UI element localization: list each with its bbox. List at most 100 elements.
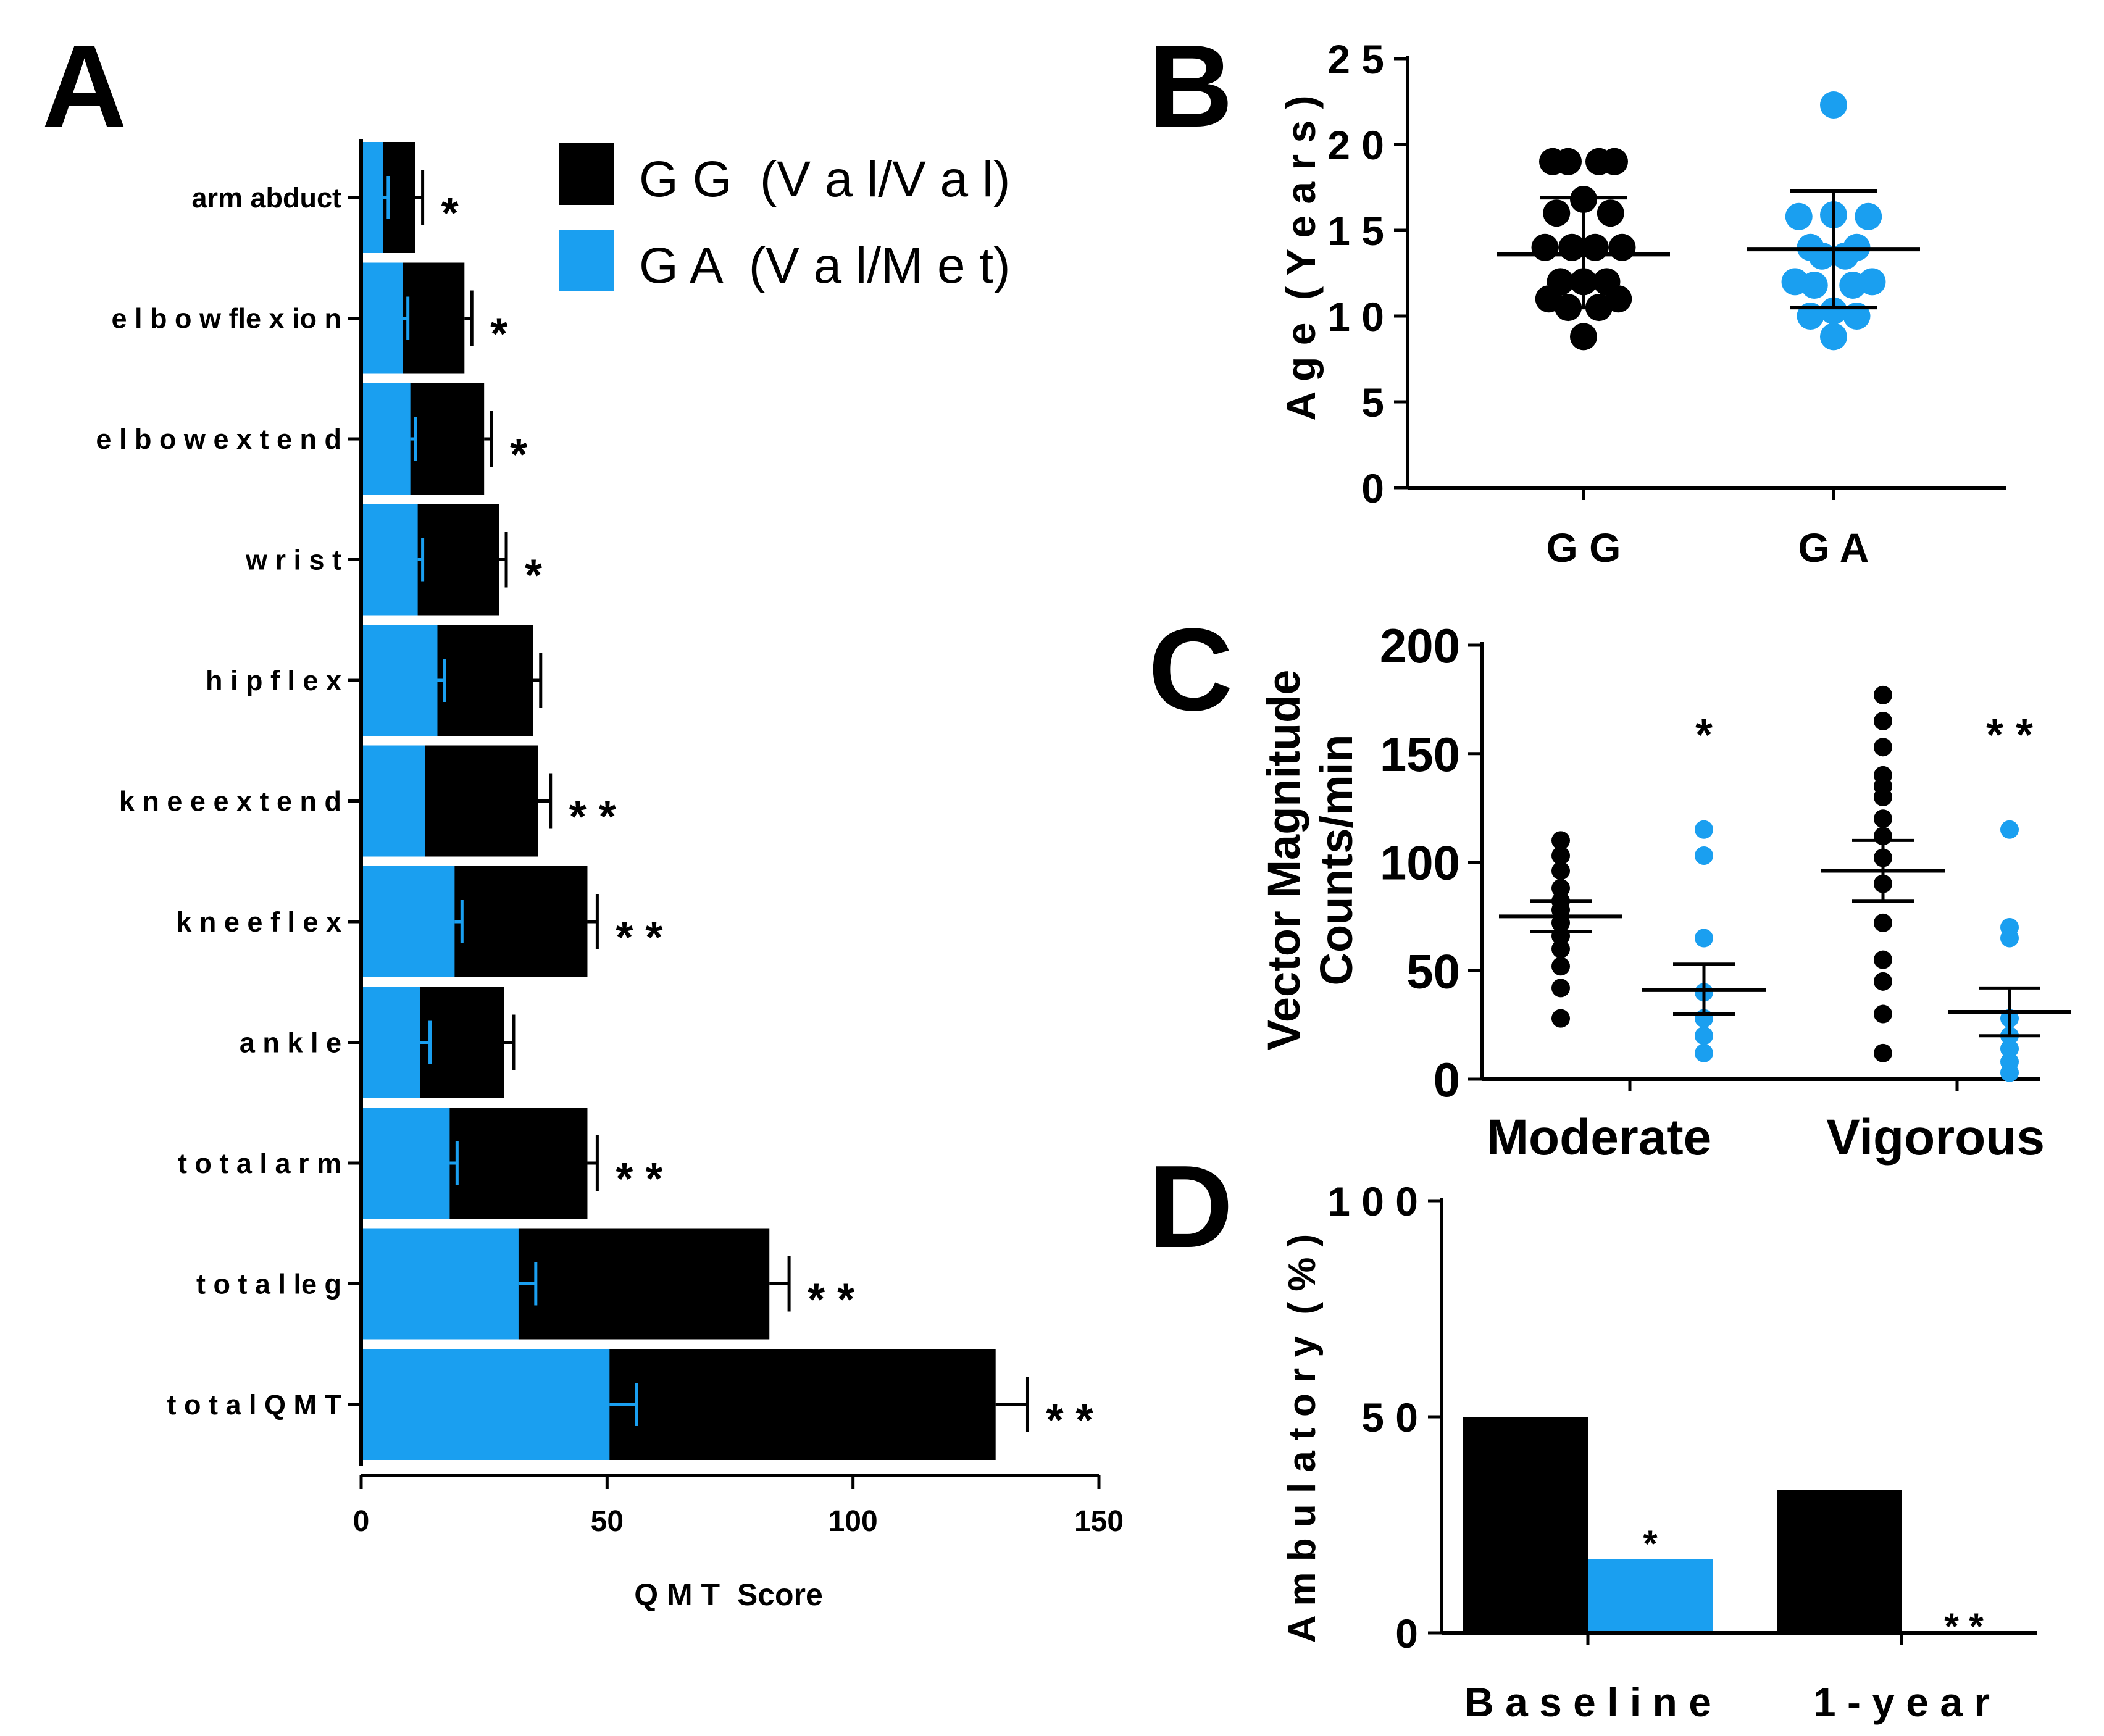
a-significance: * [510,430,527,480]
a-x-axis-label: Q M T Score [634,1577,823,1612]
a-significance: * * [808,1275,854,1325]
c-y-tick-label: 150 [1380,727,1460,782]
c-point-ga [1695,1026,1713,1045]
c-significance: * * [1986,711,2033,760]
c-y-tick-label: 50 [1406,944,1460,998]
a-x-tick-label: 150 [1074,1505,1124,1538]
a-bar-ga [361,625,438,736]
a-bar-ga [361,745,425,857]
d-bar-gg [1777,1490,1902,1633]
a-category-labels: arm abduct e l b o w fle x io n e l b o w … [96,182,341,1421]
c-y-tick-label: 100 [1380,836,1460,890]
a-x-tick-label: 0 [353,1505,370,1538]
b-point-gg [1543,199,1571,227]
b-point-gg [1555,148,1582,175]
d-y-tick-label: 1 0 0 [1327,1179,1418,1224]
c-point-gg [1874,913,1892,932]
b-point-gg [1597,199,1624,227]
legend-label-gg: G G (V a l/V a l) [639,151,1010,207]
c-point-gg [1551,957,1570,976]
a-significance: * * [616,1154,662,1204]
a-x-tick-label: 100 [829,1505,878,1538]
b-point-ga [1820,297,1847,325]
b-point-gg [1558,233,1586,261]
legend-label-ga: G A (V a l/M e t) [639,238,1011,294]
c-point-gg [1551,846,1570,865]
c-point-gg [1874,788,1892,807]
legend-swatch-ga [559,230,614,291]
c-point-gg [1874,738,1892,757]
b-point-ga [1800,271,1828,299]
b-point-ga [1839,271,1867,299]
a-category-label: t o t a l Q M T [167,1389,341,1421]
b-mean-sd-bars [1497,189,1920,310]
d-y-tick-label: 0 [1395,1611,1418,1656]
c-point-gg [1551,878,1570,898]
c-x-tick-label: Vigorous [1826,1109,2045,1166]
c-point-ga [2000,820,2019,839]
a-bars [361,142,996,1460]
d-significance: * [1643,1523,1658,1564]
b-point-gg [1531,233,1559,261]
c-point-gg [1551,940,1570,959]
panel-b-chart: 0 5 1 0 1 5 2 0 2 5 G G G A A g e ( Y e a r s ) [1278,36,2006,570]
b-y-axis-label: A g e ( Y e a r s ) [1278,95,1324,420]
a-category-label: k n e e f l e x [176,906,341,938]
d-x-tick-label: 1 - y e a r [1813,1679,1990,1725]
b-point-ga [1820,91,1847,119]
a-bar-ga [361,1349,610,1460]
a-bar-ga [361,1228,519,1340]
a-significance: * [441,189,459,238]
c-point-ga [2000,1039,2019,1058]
b-point-gg [1601,148,1628,175]
c-point-gg [1874,712,1892,731]
c-y-tick-label: 200 [1380,619,1460,673]
b-point-gg [1608,233,1636,261]
a-bar-ga [361,866,455,977]
a-bar-ga [361,1108,450,1219]
c-point-ga [2000,929,2019,948]
d-axes: B a s e l i n e 1 - y e a r 0 5 0 1 0 0 [1327,1179,2037,1725]
panel-label-b: B [1148,21,1233,152]
b-x-tick-label: G A [1798,525,1869,570]
c-y-axis-label-1: Vector Magnitude [1258,670,1309,1051]
b-point-ga [1820,323,1847,351]
a-category-label: k n e e e x t e n d [119,786,341,817]
c-x-tick-label: Moderate [1487,1109,1712,1166]
a-category-label: t o t a l a r m [178,1148,341,1179]
b-axes: 0 5 1 0 1 5 2 0 2 5 G G G A [1327,36,2006,570]
b-point-ga [1855,202,1882,230]
a-significance: * [490,310,507,359]
c-point-ga [1695,1043,1713,1062]
a-category-label: e l b o w e x t e n d [96,424,341,455]
d-bar-ga [1588,1559,1713,1633]
a-error-bars [383,170,1029,1432]
b-y-tick-label: 0 [1361,465,1384,511]
d-significance-marks: * * * [1643,1523,1984,1647]
c-point-gg [1874,809,1892,828]
d-significance: * * [1944,1606,1984,1647]
a-category-label: e l b o w fle x io n [111,303,341,335]
b-y-tick-label: 2 0 [1327,122,1384,168]
c-significance: * [1695,711,1713,760]
c-point-gg [1874,1043,1892,1062]
b-y-tick-label: 1 0 [1327,294,1384,340]
c-points [1551,685,2019,1082]
legend-swatch-gg [559,143,614,205]
c-y-tick-label: 0 [1434,1053,1460,1107]
a-significance: * * [569,793,616,842]
c-point-ga [1695,846,1713,865]
b-point-gg [1570,323,1597,351]
b-y-tick-label: 1 5 [1327,208,1384,254]
a-significance-marks: * * * * * * * * * * * * * * [441,189,1093,1445]
a-category-label: w r i s t [245,545,341,576]
b-point-ga [1808,242,1836,270]
b-x-tick-label: G G [1546,525,1621,570]
a-significance: * * [616,913,662,962]
c-point-gg [1874,950,1892,969]
c-point-gg [1874,1004,1892,1024]
a-bar-ga [361,142,383,253]
c-point-gg [1874,685,1892,704]
a-significance: * * [1046,1396,1093,1445]
